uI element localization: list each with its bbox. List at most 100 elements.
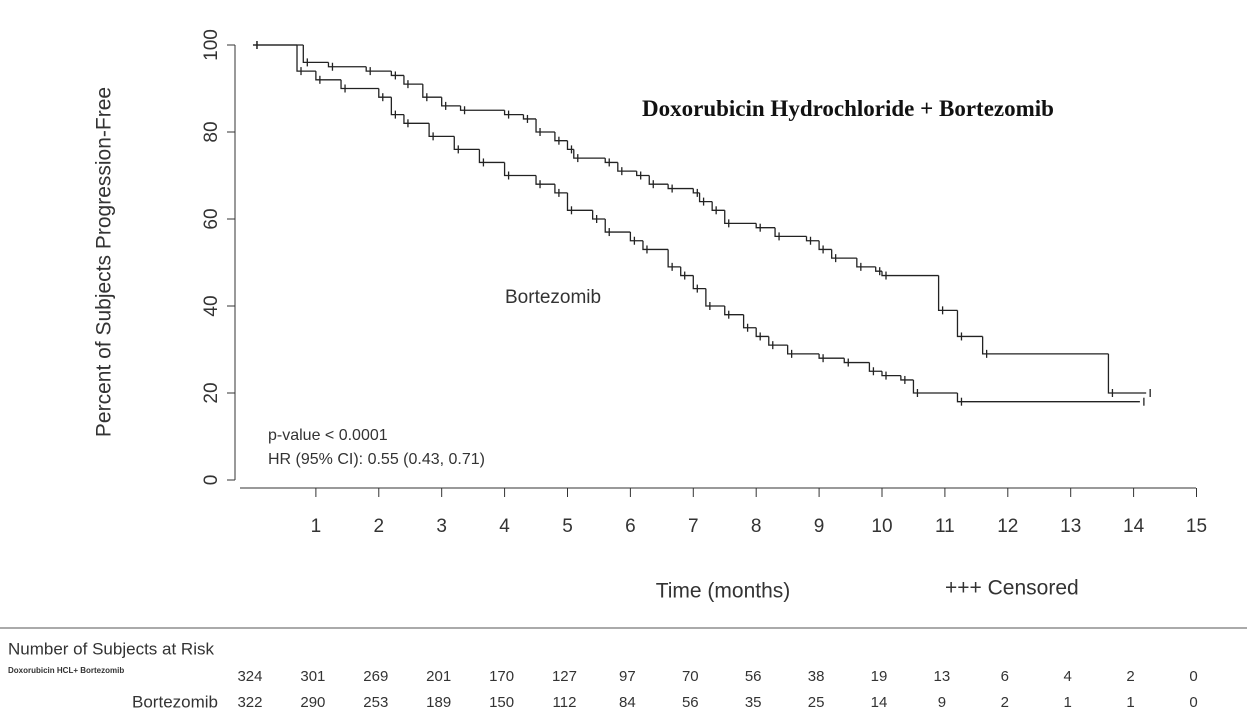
table-cell: 269 <box>363 668 388 685</box>
table-cell: 97 <box>619 668 636 685</box>
table-cell: 9 <box>938 694 946 711</box>
km-step <box>724 210 757 224</box>
km-step <box>378 88 392 98</box>
table-cell: 19 <box>871 668 888 685</box>
km-step <box>315 71 342 81</box>
km-step <box>566 192 593 211</box>
table-title: Number of Subjects at Risk <box>8 639 214 658</box>
km-step <box>554 184 568 194</box>
y-tick-label: 80 <box>201 121 222 142</box>
km-step <box>786 345 820 355</box>
table-cell: 35 <box>745 694 762 711</box>
km-step <box>856 258 876 268</box>
km-step <box>453 136 480 151</box>
km-step <box>680 266 694 277</box>
table-cell: 14 <box>871 694 888 711</box>
km-step <box>881 371 901 377</box>
km-step <box>554 132 568 142</box>
table-cell: 6 <box>1001 668 1009 685</box>
km-step <box>478 149 505 164</box>
x-tick-label: 13 <box>1060 516 1081 537</box>
x-tick-label: 10 <box>871 516 892 537</box>
table-cell: 2 <box>1126 668 1134 685</box>
km-step <box>403 114 430 124</box>
annotation: HR (95% CI): 0.55 (0.43, 0.71) <box>268 451 485 468</box>
row-label: Doxorubicin HCL+ Bortezomib <box>8 666 124 675</box>
x-axis-label: Time (months) <box>656 580 791 603</box>
table-cell: 322 <box>237 694 262 711</box>
km-step <box>441 97 461 107</box>
km-step <box>459 105 505 111</box>
km-step <box>755 223 776 229</box>
km-step <box>868 362 882 372</box>
x-tick-label: 8 <box>751 516 762 537</box>
x-tick-label: 11 <box>935 516 955 537</box>
km-step <box>881 271 939 277</box>
km-step <box>403 75 423 85</box>
y-tick-label: 20 <box>201 382 222 403</box>
km-step <box>591 210 606 220</box>
km-step <box>875 266 882 272</box>
km-step <box>365 66 392 72</box>
legend-text: +++ Censored <box>945 577 1079 600</box>
x-tick-label: 9 <box>814 516 825 537</box>
km-step <box>956 310 983 338</box>
km-step <box>642 240 669 251</box>
y-tick-label: 40 <box>201 295 222 316</box>
km-step <box>755 327 769 338</box>
table-cell: 150 <box>489 694 514 711</box>
table-cell: 56 <box>682 694 699 711</box>
table-cell: 0 <box>1189 694 1197 711</box>
km-step <box>566 140 574 151</box>
km-step <box>692 188 700 194</box>
km-step <box>900 375 914 381</box>
series-label: Bortezomib <box>505 287 601 308</box>
table-cell: 4 <box>1064 668 1072 685</box>
x-tick-label: 5 <box>562 516 573 537</box>
km-step <box>503 162 537 177</box>
km-step <box>805 236 820 242</box>
km-step <box>711 201 725 211</box>
km-step <box>831 249 857 259</box>
km-step <box>390 97 404 116</box>
km-step <box>340 79 379 90</box>
km-step <box>705 288 725 307</box>
km-step <box>327 62 367 68</box>
km-step <box>843 358 870 364</box>
km-step <box>573 149 606 159</box>
table-cell: 201 <box>426 668 451 685</box>
km-step <box>1107 353 1147 394</box>
km-step <box>604 158 618 164</box>
table-cell: 0 <box>1189 668 1197 685</box>
km-step <box>302 45 329 64</box>
km-step <box>617 162 637 172</box>
y-tick-label: 0 <box>201 475 222 486</box>
km-step <box>535 118 555 133</box>
table-cell: 324 <box>237 668 262 685</box>
x-tick-label: 2 <box>373 516 384 537</box>
km-step <box>724 306 744 316</box>
km-step <box>698 192 713 203</box>
table-cell: 290 <box>300 694 325 711</box>
x-tick-label: 4 <box>499 516 510 537</box>
y-tick-label: 60 <box>201 208 222 229</box>
km-step <box>422 84 442 98</box>
annotation: p-value < 0.0001 <box>268 427 388 444</box>
km-step <box>629 232 643 242</box>
x-tick-label: 1 <box>311 516 322 537</box>
table-cell: 127 <box>552 668 577 685</box>
x-tick-label: 7 <box>688 516 699 537</box>
x-tick-label: 6 <box>625 516 636 537</box>
table-cell: 84 <box>619 694 636 711</box>
km-step <box>818 353 845 359</box>
km-step <box>522 114 537 120</box>
table-cell: 38 <box>808 668 825 685</box>
x-tick-label: 3 <box>436 516 447 537</box>
table-cell: 1 <box>1064 694 1072 711</box>
km-step <box>636 171 650 177</box>
km-step <box>390 71 404 77</box>
km-step <box>604 219 631 233</box>
km-step <box>956 393 1140 403</box>
x-tick-label: 12 <box>997 516 1018 537</box>
